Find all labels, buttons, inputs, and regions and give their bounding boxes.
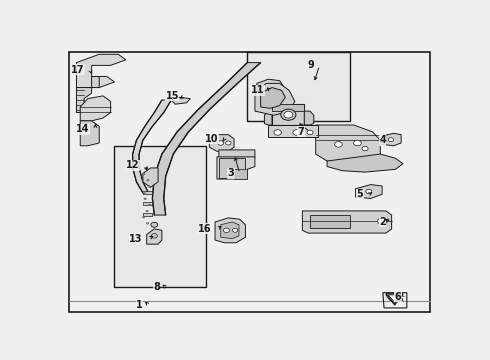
- Circle shape: [378, 218, 387, 225]
- Circle shape: [223, 228, 229, 233]
- Polygon shape: [80, 121, 99, 146]
- Polygon shape: [217, 157, 255, 179]
- Bar: [268, 125, 318, 138]
- Circle shape: [218, 141, 224, 145]
- Text: 1: 1: [136, 300, 143, 310]
- Circle shape: [143, 173, 145, 175]
- Polygon shape: [209, 135, 234, 151]
- Text: 9: 9: [307, 60, 314, 70]
- Circle shape: [146, 210, 148, 212]
- Text: 8: 8: [153, 282, 160, 292]
- Polygon shape: [220, 222, 239, 239]
- Text: 6: 6: [394, 292, 401, 302]
- Circle shape: [307, 130, 313, 135]
- Circle shape: [366, 189, 372, 194]
- Text: 7: 7: [297, 127, 304, 137]
- Circle shape: [284, 111, 293, 118]
- Circle shape: [362, 146, 368, 151]
- Text: 12: 12: [125, 160, 139, 170]
- Polygon shape: [356, 185, 382, 198]
- Polygon shape: [215, 218, 245, 243]
- Circle shape: [388, 138, 393, 141]
- Polygon shape: [327, 154, 403, 172]
- Polygon shape: [257, 79, 283, 94]
- Bar: [115, 146, 206, 287]
- Polygon shape: [234, 169, 247, 179]
- Bar: [310, 215, 350, 228]
- Text: 14: 14: [76, 124, 90, 134]
- Polygon shape: [304, 111, 314, 125]
- Polygon shape: [152, 63, 261, 215]
- Bar: [247, 51, 350, 121]
- Circle shape: [226, 141, 231, 145]
- Polygon shape: [382, 133, 401, 146]
- Circle shape: [147, 179, 149, 181]
- Circle shape: [144, 192, 146, 193]
- Polygon shape: [255, 84, 295, 115]
- Polygon shape: [302, 211, 392, 233]
- Circle shape: [281, 109, 296, 120]
- Polygon shape: [219, 150, 255, 161]
- Polygon shape: [172, 97, 190, 104]
- Bar: [143, 202, 152, 205]
- Polygon shape: [386, 294, 403, 305]
- Bar: [272, 104, 304, 125]
- Circle shape: [144, 198, 146, 199]
- Circle shape: [151, 234, 157, 238]
- Circle shape: [274, 130, 282, 135]
- Circle shape: [146, 167, 148, 169]
- Circle shape: [151, 222, 158, 227]
- Polygon shape: [265, 111, 272, 125]
- Polygon shape: [143, 168, 158, 187]
- Text: 4: 4: [379, 135, 386, 145]
- Text: 16: 16: [198, 224, 211, 234]
- Polygon shape: [316, 125, 380, 164]
- Polygon shape: [76, 76, 99, 112]
- Circle shape: [148, 186, 150, 187]
- Text: 17: 17: [71, 64, 84, 75]
- Circle shape: [233, 228, 238, 232]
- Polygon shape: [133, 100, 172, 193]
- Text: 15: 15: [166, 91, 179, 101]
- Circle shape: [148, 204, 151, 206]
- Circle shape: [293, 130, 300, 135]
- Polygon shape: [76, 54, 126, 87]
- Polygon shape: [261, 87, 285, 108]
- Circle shape: [143, 216, 145, 218]
- Text: 5: 5: [356, 189, 363, 199]
- Circle shape: [335, 141, 343, 147]
- Text: 11: 11: [251, 85, 265, 95]
- Circle shape: [354, 140, 361, 146]
- Bar: [143, 213, 152, 216]
- Polygon shape: [388, 295, 401, 302]
- Polygon shape: [386, 295, 403, 301]
- Text: 10: 10: [205, 134, 219, 144]
- Text: 13: 13: [129, 234, 143, 244]
- Bar: [143, 191, 152, 194]
- Circle shape: [147, 222, 148, 224]
- Text: 2: 2: [379, 217, 386, 227]
- Polygon shape: [386, 294, 403, 304]
- Polygon shape: [147, 229, 162, 244]
- Bar: [219, 158, 245, 177]
- Bar: [272, 104, 304, 111]
- Text: 3: 3: [227, 168, 234, 179]
- Polygon shape: [80, 96, 111, 121]
